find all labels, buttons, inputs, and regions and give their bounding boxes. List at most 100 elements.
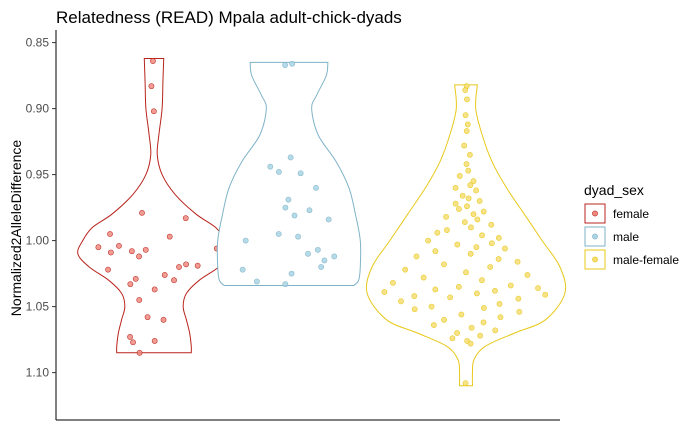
data-point xyxy=(474,290,480,297)
data-point xyxy=(467,250,474,257)
y-tick-label: 0.90 xyxy=(26,102,50,116)
data-point xyxy=(467,340,474,347)
data-point xyxy=(463,128,470,134)
data-point xyxy=(132,275,139,282)
data-point xyxy=(166,233,173,240)
legend-label-male-female: male-female xyxy=(613,253,679,267)
data-point xyxy=(432,286,439,293)
chart-title: Relatedness (READ) Mpala adult-chick-dya… xyxy=(56,8,402,27)
data-point xyxy=(136,297,143,303)
data-point xyxy=(431,322,437,328)
data-point xyxy=(151,338,158,344)
data-point xyxy=(142,246,149,253)
series-male xyxy=(216,60,362,288)
data-point xyxy=(479,232,485,239)
data-point xyxy=(413,253,420,260)
data-point xyxy=(194,262,201,269)
data-point xyxy=(331,253,338,260)
data-point xyxy=(464,96,470,103)
data-point xyxy=(535,285,541,292)
data-point xyxy=(495,235,502,241)
data-point xyxy=(454,330,460,336)
data-point xyxy=(282,204,289,211)
data-point xyxy=(150,58,156,64)
y-tick-label: 1.05 xyxy=(26,300,50,314)
data-point xyxy=(480,208,487,215)
violin-female xyxy=(77,57,231,354)
data-point xyxy=(542,291,549,298)
data-point xyxy=(441,316,447,323)
violin-male xyxy=(216,61,362,286)
data-point xyxy=(428,303,435,310)
data-point xyxy=(468,224,474,231)
data-point xyxy=(127,281,134,288)
data-point xyxy=(516,308,523,315)
data-point xyxy=(461,142,468,149)
data-point xyxy=(514,258,521,265)
data-point xyxy=(128,248,135,255)
data-point xyxy=(473,244,480,251)
data-point xyxy=(497,314,504,321)
legend: dyad_sex female male male-female xyxy=(584,182,679,270)
data-point xyxy=(289,60,296,67)
data-point xyxy=(444,227,450,233)
data-point xyxy=(150,108,157,115)
data-point xyxy=(402,266,409,273)
data-point xyxy=(253,278,260,285)
data-point xyxy=(467,182,474,189)
data-point xyxy=(127,334,133,340)
y-tick-label: 0.85 xyxy=(26,36,50,50)
plot-area xyxy=(77,57,567,387)
data-point xyxy=(139,209,145,216)
data-point xyxy=(183,261,189,268)
data-point xyxy=(524,272,531,278)
data-point xyxy=(454,241,461,248)
data-point xyxy=(425,237,432,244)
data-point xyxy=(477,332,484,339)
data-point xyxy=(464,121,471,128)
data-point xyxy=(487,264,494,270)
data-point xyxy=(285,196,292,203)
data-point xyxy=(479,277,485,284)
series-male-female xyxy=(365,83,567,387)
data-point xyxy=(476,198,483,204)
data-point xyxy=(151,286,158,293)
data-point xyxy=(447,294,454,301)
data-point xyxy=(465,195,472,202)
data-point xyxy=(297,170,304,177)
legend-dot-female xyxy=(592,210,598,217)
data-point xyxy=(171,277,177,284)
data-point xyxy=(318,264,325,270)
data-point xyxy=(434,229,441,236)
data-point xyxy=(488,240,495,247)
legend-dot-male xyxy=(592,233,598,240)
data-point xyxy=(470,178,477,185)
data-point xyxy=(458,311,465,318)
data-point xyxy=(411,293,418,299)
data-point xyxy=(239,266,246,273)
data-point xyxy=(507,282,514,289)
data-point xyxy=(452,200,459,207)
data-point xyxy=(144,314,151,321)
data-point xyxy=(463,161,470,167)
data-point xyxy=(107,231,113,237)
data-point xyxy=(287,154,294,161)
data-point xyxy=(160,316,167,323)
y-axis-label: Normalized2AlleleDifference xyxy=(8,140,24,317)
data-point xyxy=(459,192,466,199)
data-point xyxy=(381,289,388,295)
data-point xyxy=(461,219,468,226)
data-point xyxy=(456,173,463,179)
data-point xyxy=(116,242,122,249)
data-point xyxy=(495,256,502,262)
data-point xyxy=(462,380,469,387)
data-point xyxy=(276,169,282,175)
y-tick-label: 1.00 xyxy=(26,234,50,248)
y-tick-label: 0.95 xyxy=(26,168,50,182)
data-point xyxy=(148,83,155,90)
legend-title: dyad_sex xyxy=(584,182,644,198)
data-point xyxy=(288,270,295,277)
data-point xyxy=(456,206,462,212)
data-point xyxy=(463,269,469,276)
data-point xyxy=(473,187,480,194)
